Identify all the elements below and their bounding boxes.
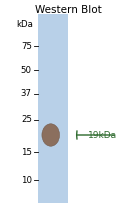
Bar	[38, 14, 68, 203]
Text: 75: 75	[21, 42, 32, 51]
Text: 50: 50	[21, 66, 32, 75]
Text: 37: 37	[21, 89, 32, 98]
Text: 15: 15	[21, 148, 32, 157]
Text: 19kDa: 19kDa	[88, 130, 117, 140]
Text: 25: 25	[21, 115, 32, 124]
Text: 10: 10	[21, 176, 32, 185]
Text: Western Blot: Western Blot	[35, 5, 102, 15]
Ellipse shape	[42, 124, 60, 146]
Text: kDa: kDa	[16, 20, 33, 29]
